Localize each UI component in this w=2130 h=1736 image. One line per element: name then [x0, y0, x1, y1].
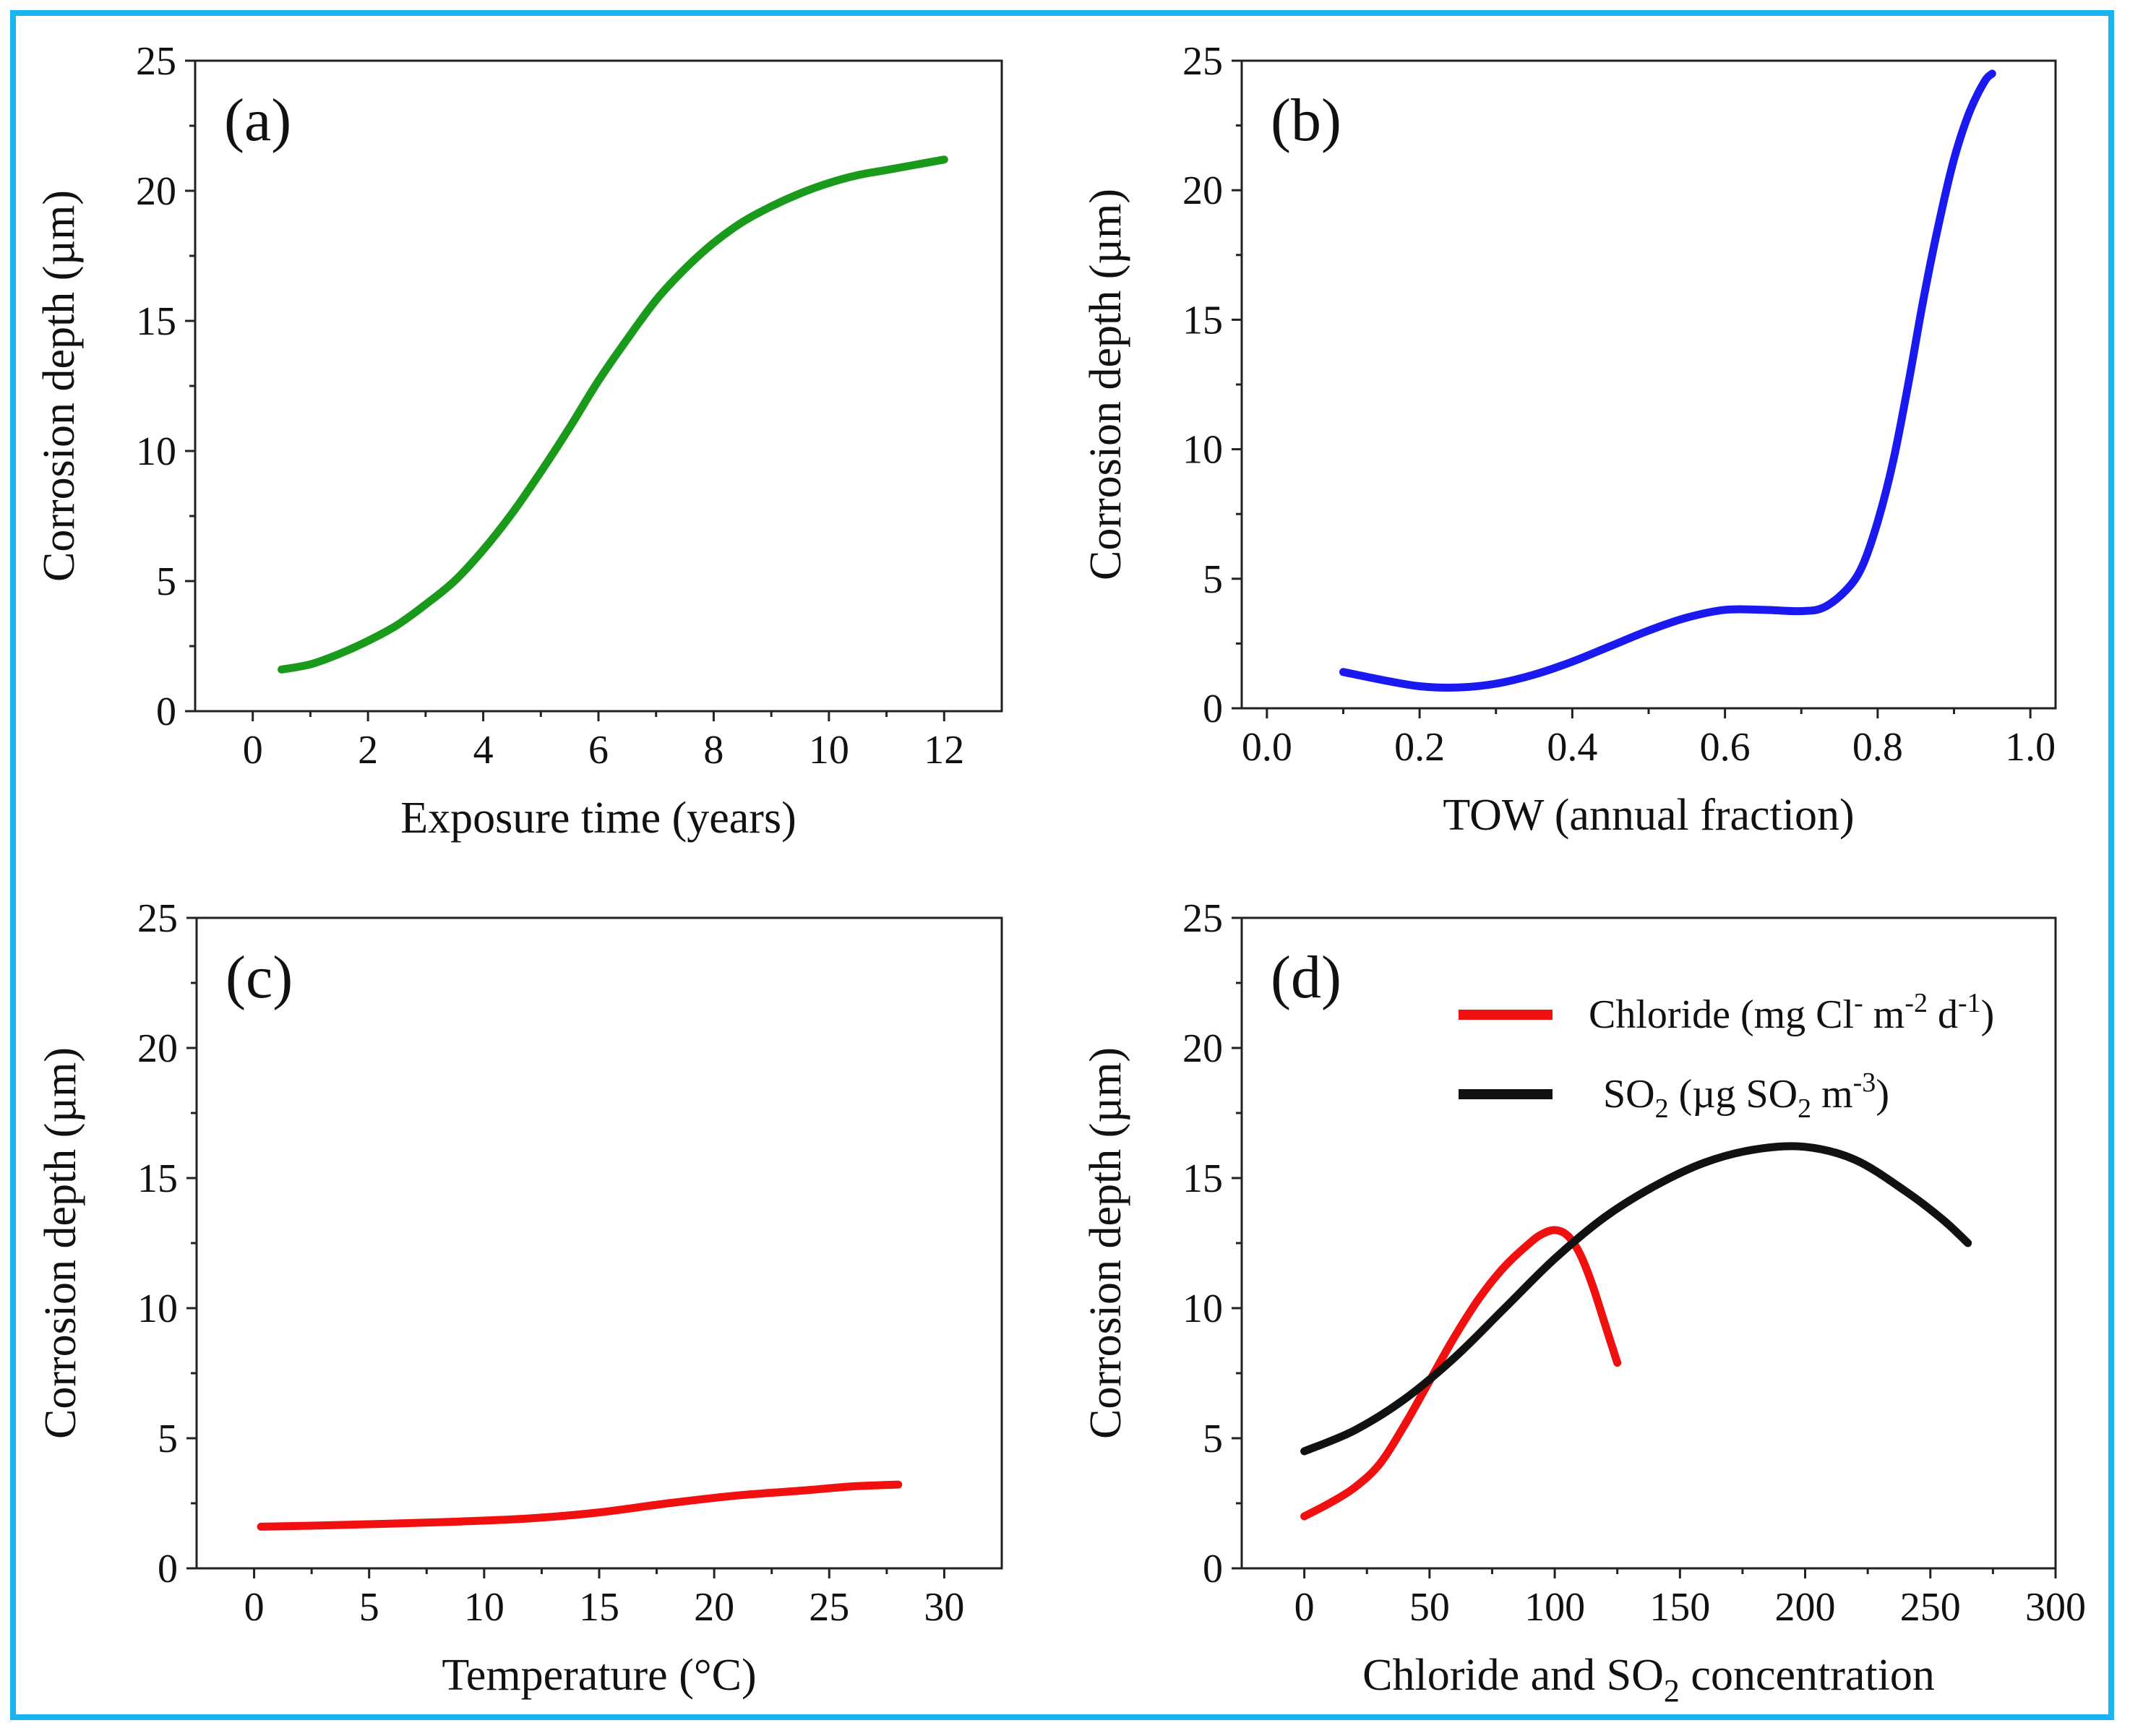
- series-line-0: [1339, 69, 1996, 692]
- y-tick-label: 25: [137, 896, 178, 941]
- y-tick-label: 20: [136, 169, 176, 214]
- chart-panel-1: 0 5 10 15 20 25 0.0 0.2 0.4 0.6 0.8 1.0 Corrosion de…: [1081, 39, 2057, 840]
- y-tick-label: 20: [137, 1026, 178, 1071]
- y-tick-label: 10: [1182, 428, 1223, 473]
- y-tick-label: 25: [1182, 896, 1223, 941]
- x-tick-label: 30: [924, 1585, 964, 1630]
- y-tick-label: 15: [137, 1156, 178, 1201]
- panel-label: (b): [1271, 87, 1341, 154]
- x-tick-label: 250: [1900, 1585, 1961, 1630]
- y-tick-label: 5: [1203, 1417, 1223, 1461]
- x-tick-label: 50: [1409, 1585, 1450, 1630]
- y-tick-label: 10: [1182, 1286, 1223, 1331]
- y-tick-label: 10: [137, 1286, 178, 1331]
- panel-label: (d): [1271, 944, 1341, 1011]
- legend-label-so2: SO2 (µg SO2 m-3): [1603, 1067, 1889, 1124]
- x-tick-label: 300: [2025, 1585, 2086, 1630]
- x-tick-label: 0: [244, 1585, 265, 1630]
- x-tick-label: 0: [243, 728, 263, 773]
- figure-frame: [10, 10, 2114, 1720]
- x-tick-label: 25: [809, 1585, 849, 1630]
- plot-frame: [195, 916, 1003, 1570]
- x-tick-label: 10: [809, 728, 849, 773]
- x-tick-label: 0.6: [1700, 725, 1751, 770]
- x-tick-label: 100: [1524, 1585, 1585, 1630]
- y-tick-label: 10: [136, 429, 176, 474]
- x-axis-label: Temperature (°C): [442, 1651, 756, 1700]
- x-tick-label: 12: [924, 728, 964, 773]
- x-tick-label: 20: [694, 1585, 734, 1630]
- y-tick-label: 25: [136, 39, 176, 84]
- y-tick-label: 20: [1182, 1026, 1223, 1071]
- y-tick-label: 5: [158, 1417, 178, 1461]
- x-tick-label: 5: [359, 1585, 379, 1630]
- x-tick-label: 150: [1649, 1585, 1710, 1630]
- y-axis-label: Corrosion depth (µm): [1081, 189, 1130, 580]
- panel-label: (c): [226, 944, 293, 1011]
- y-tick-label: 15: [1182, 1156, 1223, 1201]
- x-axis-label: Exposure time (years): [400, 794, 796, 843]
- series-line-0: [257, 1480, 903, 1531]
- plot-frame: [1240, 59, 2057, 710]
- x-tick-label: 6: [588, 728, 609, 773]
- x-tick-label: 1.0: [2005, 725, 2056, 770]
- y-tick-label: 5: [156, 559, 176, 604]
- series-line-1: [1300, 1142, 1972, 1456]
- y-axis-label: Corrosion depth (µm): [35, 190, 84, 582]
- x-tick-label: 0.8: [1852, 725, 1903, 770]
- y-tick-label: 0: [1203, 687, 1223, 731]
- y-tick-label: 5: [1203, 557, 1223, 602]
- y-tick-label: 15: [136, 299, 176, 344]
- x-tick-label: 0.0: [1242, 725, 1292, 770]
- x-tick-label: 15: [579, 1585, 619, 1630]
- x-axis-label: TOW (annual fraction): [1443, 791, 1854, 840]
- x-tick-label: 0.4: [1547, 725, 1597, 770]
- legend-label-chloride: Chloride (mg Cl- m-2 d-1): [1589, 988, 1994, 1037]
- y-axis-label: Corrosion depth (µm): [1081, 1047, 1130, 1439]
- y-tick-label: 0: [1203, 1547, 1223, 1591]
- y-tick-label: 0: [158, 1547, 178, 1591]
- x-tick-label: 4: [473, 728, 494, 773]
- series-line-0: [1300, 1226, 1622, 1521]
- x-tick-label: 2: [358, 728, 378, 773]
- x-tick-label: 200: [1775, 1585, 1836, 1630]
- chart-panel-2: 0 5 10 15 20 25 0 5 10 15 20 25 30 Corrosion depth (µ…: [36, 896, 1003, 1700]
- panel-label: (a): [224, 87, 291, 154]
- chart-panel-0: 0 5 10 15 20 25 0 2 4 6 8 10 12 Corrosion depth (µm) E…: [35, 39, 1003, 843]
- x-tick-label: 10: [464, 1585, 504, 1630]
- x-tick-label: 0: [1294, 1585, 1315, 1630]
- y-tick-label: 15: [1182, 298, 1223, 343]
- y-tick-label: 20: [1182, 168, 1223, 213]
- y-tick-label: 25: [1182, 39, 1223, 84]
- y-tick-label: 0: [156, 689, 176, 734]
- x-tick-label: 0.2: [1394, 725, 1445, 770]
- x-axis-label: Chloride and SO2 concentration: [1362, 1651, 1935, 1709]
- y-axis-label: Corrosion depth (µm): [36, 1047, 85, 1439]
- series-line-0: [278, 155, 948, 674]
- x-tick-label: 8: [703, 728, 723, 773]
